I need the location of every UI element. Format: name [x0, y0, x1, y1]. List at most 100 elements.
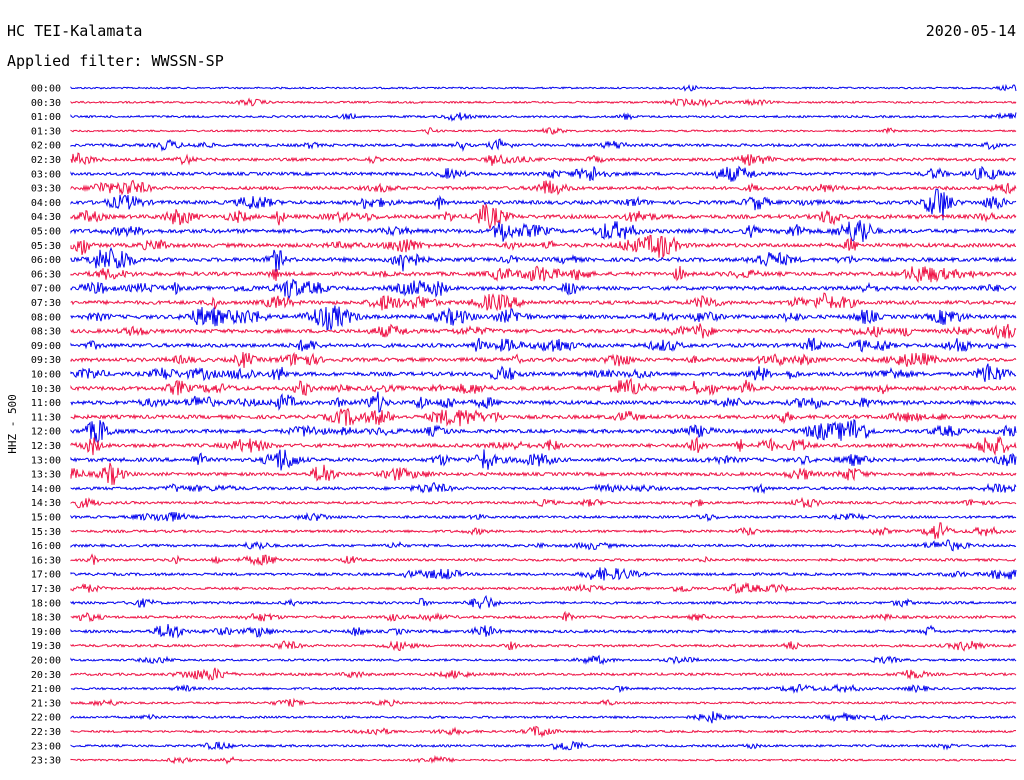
trace-1430: [70, 496, 1017, 509]
trace-0800: [70, 305, 1017, 331]
trace-0330: [70, 179, 1017, 196]
trace-0400: [70, 188, 1017, 221]
trace-0700: [70, 278, 1017, 300]
tick-label: 05:30: [31, 241, 61, 252]
tick-label: 11:00: [31, 398, 61, 409]
trace-2130: [70, 697, 1017, 707]
tick-label: 18:30: [31, 613, 61, 624]
tick-label: 02:00: [31, 141, 61, 152]
tick-label: 21:00: [31, 684, 61, 695]
trace-0200: [70, 138, 1017, 152]
trace-1030: [70, 377, 1017, 396]
time-tick-labels: 00:00 00:30 01:00 01:30 02:00 02:30 03:00 03:30…: [31, 84, 61, 767]
tick-label: 12:00: [31, 427, 61, 438]
trace-1930: [70, 640, 1017, 652]
tick-label: 19:00: [31, 627, 61, 638]
trace-1730: [70, 581, 1017, 594]
tick-label: 13:30: [31, 470, 61, 481]
tick-label: 00:30: [31, 98, 61, 109]
trace-0830: [70, 323, 1017, 340]
tick-label: 10:30: [31, 384, 61, 395]
trace-0230: [70, 152, 1016, 166]
trace-1400: [70, 481, 1017, 495]
tick-label: 03:00: [31, 169, 61, 180]
tick-label: 09:00: [31, 341, 61, 352]
trace-2100: [70, 683, 1017, 694]
trace-0930: [70, 351, 1017, 368]
tick-label: 22:00: [31, 713, 61, 724]
tick-label: 01:30: [31, 126, 61, 137]
trace-2330: [70, 754, 1017, 765]
tick-label: 23:30: [31, 756, 61, 767]
trace-1300: [70, 449, 1017, 471]
tick-label: 16:00: [31, 541, 61, 552]
trace-1330: [70, 462, 1017, 485]
trace-1700: [70, 567, 1017, 581]
tick-label: 21:30: [31, 698, 61, 709]
tick-label: 00:00: [31, 84, 61, 95]
trace-1630: [70, 553, 1017, 567]
tick-label: 13:00: [31, 455, 61, 466]
tick-label: 06:30: [31, 269, 61, 280]
tick-label: 08:30: [31, 327, 61, 338]
trace-2300: [70, 740, 1017, 751]
tick-label: 07:00: [31, 284, 61, 295]
trace-0600: [70, 246, 1017, 272]
tick-label: 14:30: [31, 498, 61, 509]
trace-1530: [70, 522, 1017, 540]
tick-label: 16:30: [31, 555, 61, 566]
trace-0500: [70, 220, 1017, 243]
tick-label: 17:30: [31, 584, 61, 595]
tick-label: 23:00: [31, 741, 61, 752]
tick-label: 19:30: [31, 641, 61, 652]
tick-label: 06:00: [31, 255, 61, 266]
trace-1200: [70, 418, 1017, 444]
seismogram-traces: [70, 83, 1017, 765]
trace-0100: [70, 111, 1017, 122]
trace-0530: [70, 234, 1016, 259]
trace-1130: [70, 407, 1017, 427]
trace-1800: [70, 594, 1017, 610]
trace-0730: [70, 292, 1017, 312]
tick-label: 10:00: [31, 370, 61, 381]
tick-label: 17:00: [31, 570, 61, 581]
trace-0030: [70, 97, 1017, 108]
tick-label: 14:00: [31, 484, 61, 495]
tick-label: 20:00: [31, 656, 61, 667]
tick-label: 11:30: [31, 412, 61, 423]
tick-label: 12:30: [31, 441, 61, 452]
trace-2000: [70, 654, 1017, 666]
tick-label: 02:30: [31, 155, 61, 166]
trace-0000: [70, 83, 1017, 92]
tick-label: 20:30: [31, 670, 61, 681]
tick-label: 22:30: [31, 727, 61, 738]
tick-label: 15:00: [31, 513, 61, 524]
trace-2230: [70, 725, 1017, 739]
trace-1100: [70, 391, 1017, 413]
trace-2200: [70, 711, 1017, 724]
tick-label: 08:00: [31, 312, 61, 323]
trace-0630: [70, 265, 1017, 284]
trace-0130: [70, 127, 1017, 136]
date-label: 2020-05-14: [926, 22, 1016, 40]
trace-0300: [70, 165, 1017, 182]
tick-label: 09:30: [31, 355, 61, 366]
tick-label: 05:00: [31, 227, 61, 238]
tick-label: 15:30: [31, 527, 61, 538]
y-axis-label: HHZ - 500: [6, 394, 19, 454]
trace-1000: [70, 363, 1017, 382]
trace-1830: [70, 610, 1017, 623]
trace-2030: [70, 667, 1017, 682]
tick-label: 04:30: [31, 212, 61, 223]
filter-subtitle: Applied filter: WWSSN-SP: [7, 52, 224, 70]
tick-label: 03:30: [31, 184, 61, 195]
trace-0430: [70, 204, 1017, 229]
trace-0900: [70, 337, 1017, 353]
station-title: HC TEI-Kalamata: [7, 22, 142, 40]
trace-1500: [70, 511, 1017, 523]
tick-label: 18:00: [31, 598, 61, 609]
trace-1230: [70, 435, 1017, 456]
tick-label: 01:00: [31, 112, 61, 123]
tick-label: 04:00: [31, 198, 61, 209]
